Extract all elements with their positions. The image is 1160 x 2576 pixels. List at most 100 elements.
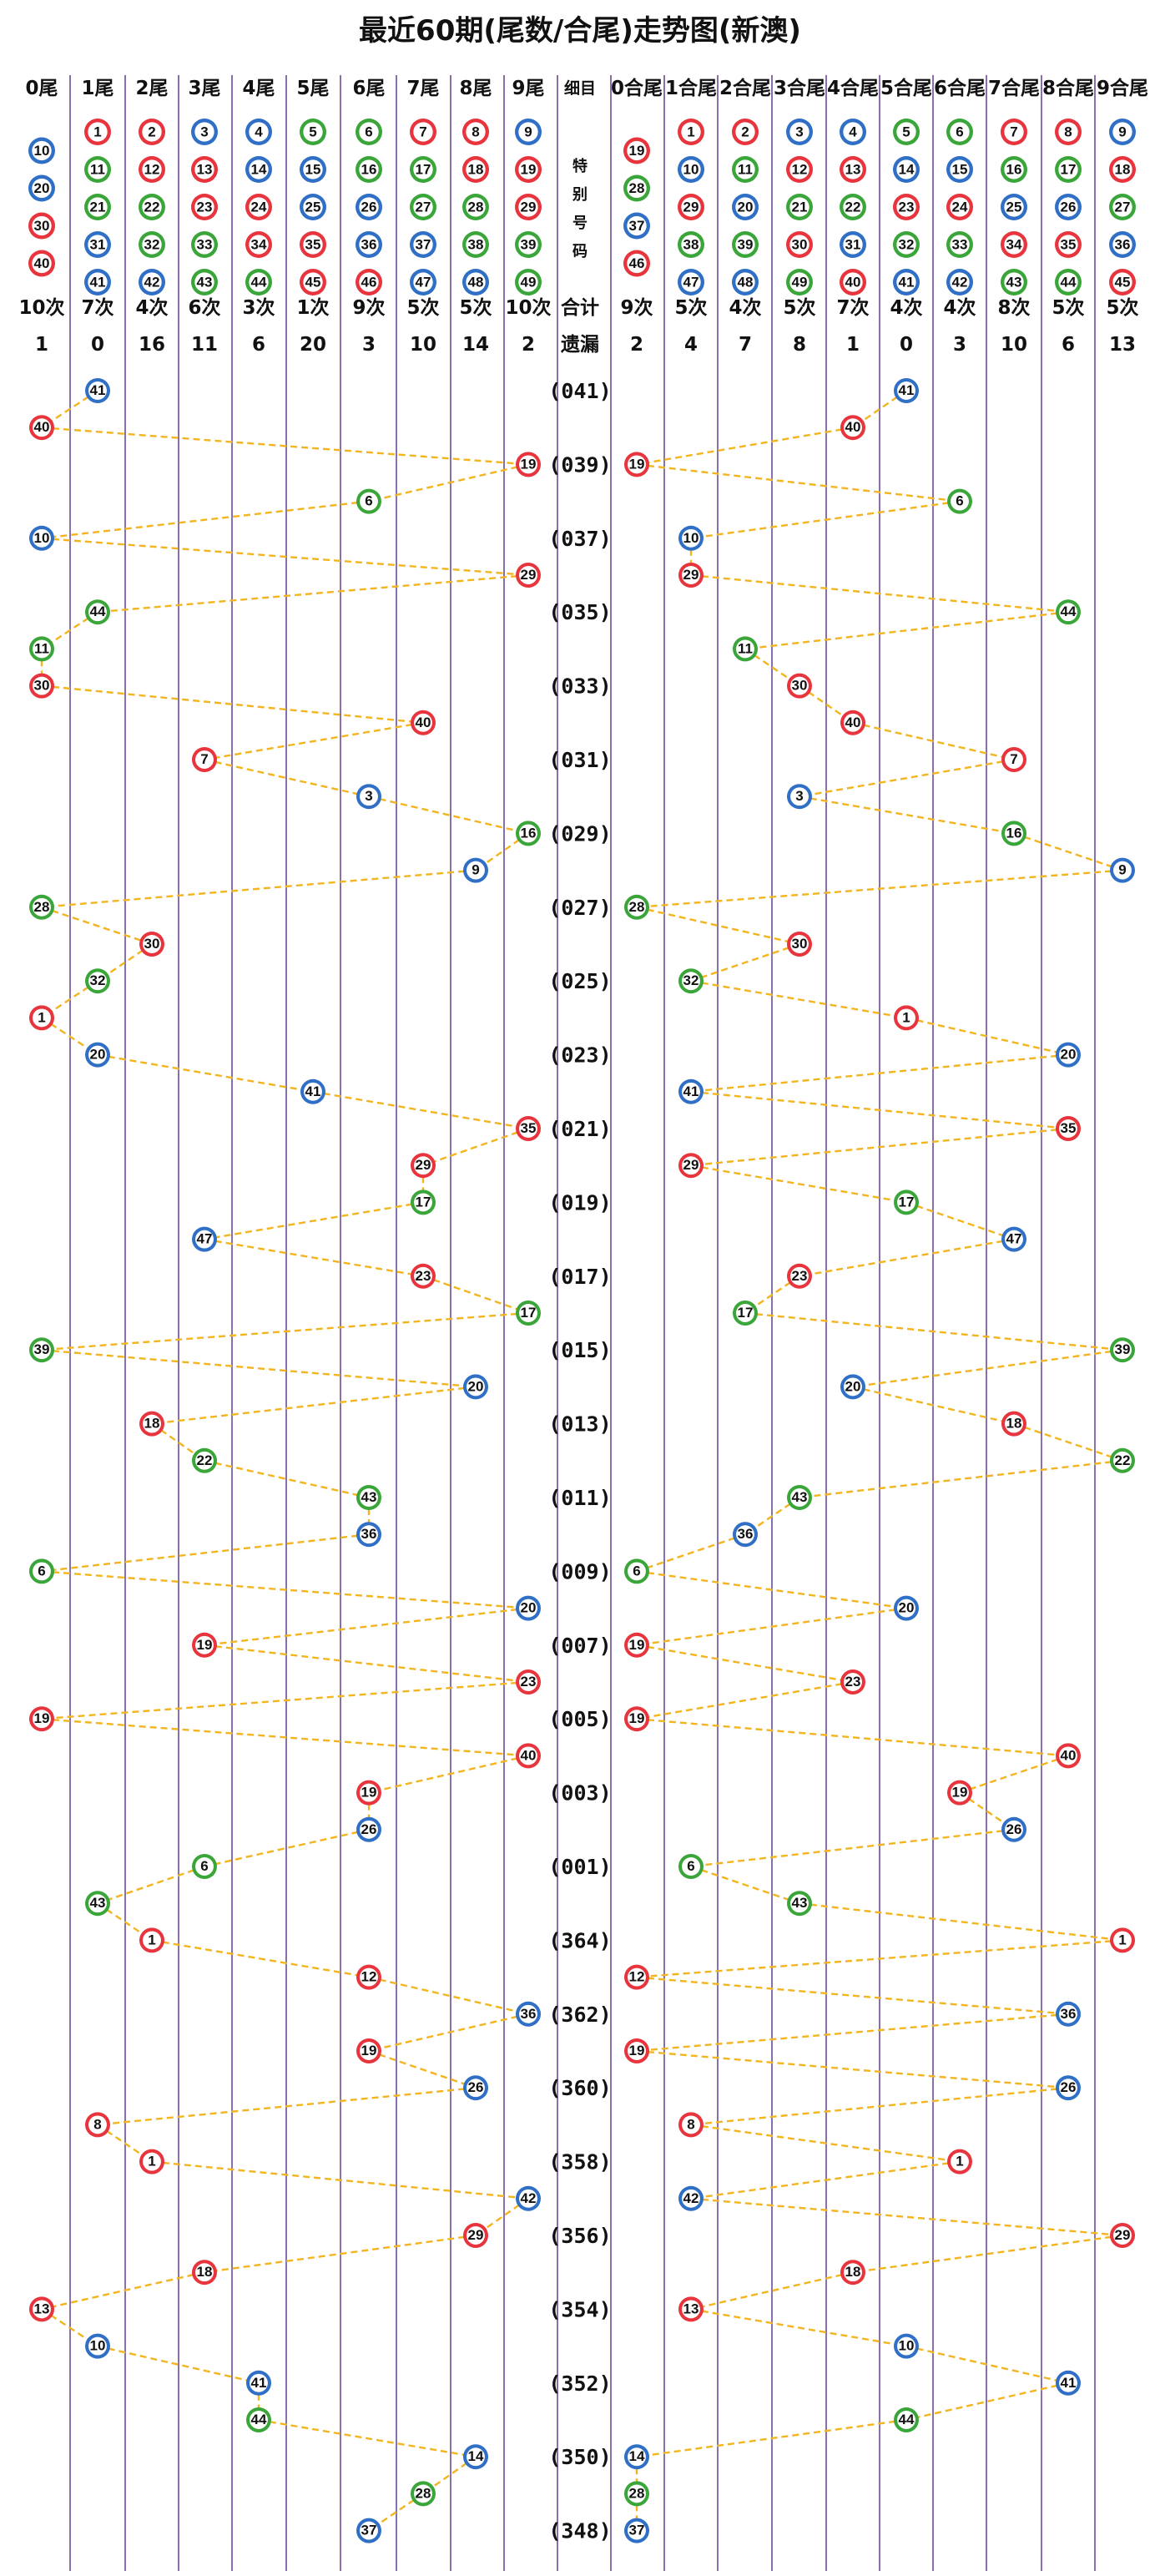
svg-text:3: 3 (200, 124, 208, 139)
tail-data-ball: 10 (29, 525, 54, 551)
svg-text:37: 37 (416, 236, 431, 252)
svg-text:19: 19 (952, 1785, 968, 1801)
tail-column-header: 8尾 (459, 78, 492, 99)
svg-text:23: 23 (792, 1268, 808, 1284)
tail-data-ball: 40 (516, 1743, 541, 1769)
svg-text:44: 44 (90, 604, 106, 619)
tail-data-ball: 19 (29, 1706, 54, 1732)
svg-text:47: 47 (197, 1231, 213, 1247)
svg-text:9: 9 (524, 124, 532, 139)
tail-data-ball: 11 (29, 636, 54, 662)
svg-text:12: 12 (144, 161, 160, 177)
tail-trend-segment (41, 1533, 370, 1573)
svg-text:21: 21 (792, 199, 808, 215)
sum-reference-ball: 49 (786, 269, 813, 295)
svg-text:23: 23 (899, 199, 915, 215)
tail-count: 7次 (81, 296, 113, 319)
tail-data-ball: 43 (85, 1891, 110, 1917)
tail-reference-ball: 5 (300, 119, 326, 145)
svg-text:7: 7 (200, 751, 208, 767)
svg-text:11: 11 (34, 640, 49, 656)
tail-count: 5次 (459, 296, 492, 319)
svg-text:26: 26 (1061, 199, 1077, 215)
tail-column-header: 5尾 (296, 78, 329, 99)
svg-text:36: 36 (521, 2006, 537, 2022)
sum-data-ball: 17 (894, 1190, 919, 1215)
svg-text:35: 35 (1061, 1120, 1077, 1136)
svg-text:26: 26 (1006, 1821, 1022, 1837)
sum-trend-segment (636, 906, 800, 946)
period-label: (037) (548, 527, 611, 551)
sum-reference-ball: 29 (678, 194, 704, 220)
sum-reference-ball: 8 (1055, 119, 1082, 145)
tail-omission: 10 (410, 334, 436, 356)
svg-text:19: 19 (521, 456, 537, 472)
sum-data-ball: 28 (624, 2481, 649, 2507)
svg-text:1: 1 (687, 124, 694, 139)
svg-text:8: 8 (1064, 124, 1072, 139)
svg-text:5: 5 (309, 124, 316, 139)
sum-data-ball: 7 (1001, 747, 1026, 772)
tail-reference-ball: 11 (84, 156, 111, 183)
tail-omission: 1 (35, 334, 48, 356)
svg-text:3: 3 (795, 124, 803, 139)
svg-text:28: 28 (629, 899, 645, 915)
svg-text:6: 6 (38, 1563, 45, 1578)
sum-omission: 1 (846, 334, 860, 356)
tail-data-ball: 41 (300, 1078, 325, 1104)
tail-data-ball: 1 (139, 2149, 164, 2174)
tail-trend-segment (41, 1570, 529, 1609)
svg-text:18: 18 (197, 2264, 213, 2280)
period-label: (005) (548, 1707, 611, 1731)
svg-text:40: 40 (416, 715, 431, 730)
sum-trend-segment (905, 1017, 1069, 1056)
svg-text:19: 19 (34, 1710, 50, 1726)
sum-reference-ball: 18 (1109, 156, 1136, 183)
svg-text:43: 43 (197, 274, 213, 290)
svg-text:18: 18 (1006, 1416, 1022, 1432)
svg-text:24: 24 (251, 199, 267, 215)
omission-label: 遗漏 (560, 334, 599, 356)
sum-data-ball: 14 (624, 2444, 649, 2470)
svg-text:8: 8 (472, 124, 479, 139)
tail-data-ball: 23 (411, 1263, 436, 1289)
tail-trend-segment (258, 2418, 477, 2458)
svg-text:8: 8 (93, 2116, 101, 2132)
svg-text:37: 37 (629, 218, 645, 234)
svg-text:33: 33 (952, 236, 968, 252)
svg-text:28: 28 (34, 899, 50, 915)
tail-data-ball: 10 (85, 2333, 110, 2359)
sum-data-ball: 47 (1001, 1226, 1026, 1252)
sum-reference-ball: 48 (732, 269, 759, 295)
tail-omission: 20 (300, 334, 326, 356)
tail-reference-ball: 44 (245, 269, 272, 295)
middle-header: 细目 (564, 78, 596, 98)
svg-text:19: 19 (361, 2043, 377, 2058)
period-label: (025) (548, 969, 611, 993)
sum-trend-segment (690, 2197, 1123, 2237)
sum-reference-ball: 10 (678, 156, 704, 183)
sum-reference-ball: 19 (623, 137, 650, 164)
period-label: (009) (548, 1559, 611, 1583)
svg-text:41: 41 (90, 382, 106, 398)
sum-reference-ball: 36 (1109, 231, 1136, 258)
sum-data-ball: 29 (678, 563, 704, 588)
svg-text:41: 41 (1061, 2375, 1077, 2391)
svg-text:20: 20 (1061, 1047, 1077, 1063)
svg-text:40: 40 (34, 255, 50, 271)
svg-text:22: 22 (845, 199, 861, 215)
svg-text:24: 24 (952, 199, 968, 215)
sum-reference-ball: 39 (732, 231, 759, 258)
svg-text:7: 7 (1010, 751, 1017, 767)
period-label: (358) (548, 2150, 611, 2174)
tail-column-header: 0尾 (25, 78, 58, 99)
svg-text:18: 18 (144, 1416, 160, 1432)
sum-omission: 3 (953, 334, 966, 356)
svg-text:23: 23 (197, 199, 213, 215)
sum-trend-segment (690, 980, 907, 1019)
svg-text:23: 23 (416, 1268, 431, 1284)
sum-reference-ball: 31 (840, 231, 866, 258)
svg-text:41: 41 (899, 274, 915, 290)
period-label: (007) (548, 1634, 611, 1658)
svg-text:42: 42 (683, 2190, 699, 2206)
